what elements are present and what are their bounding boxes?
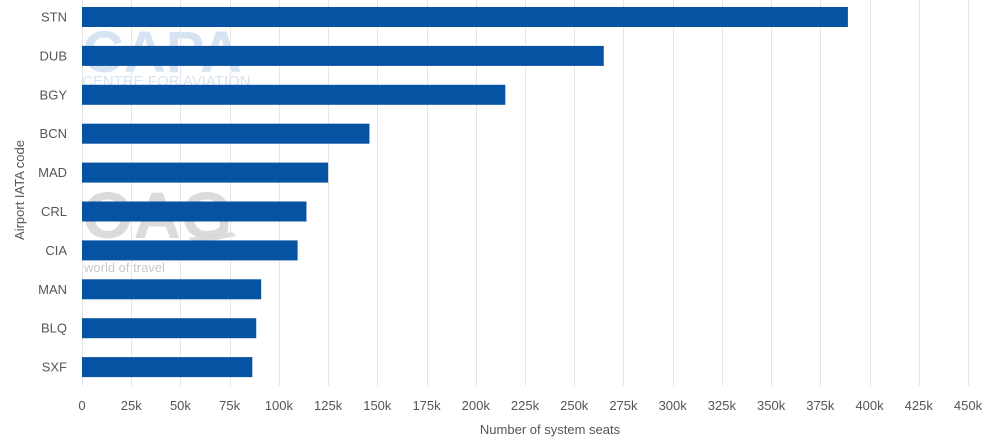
bar-bgy	[82, 84, 506, 105]
x-tick-label: 250k	[560, 398, 589, 413]
category-label-dub: DUB	[40, 48, 67, 63]
category-label-cia: CIA	[45, 243, 67, 258]
x-tick-label: 200k	[462, 398, 491, 413]
x-tick-label: 350k	[757, 398, 786, 413]
category-label-mad: MAD	[38, 165, 67, 180]
x-tick-label: 100k	[265, 398, 294, 413]
bars	[82, 7, 848, 378]
x-tick-label: 325k	[708, 398, 737, 413]
x-axis-title: Number of system seats	[480, 422, 621, 437]
x-tick-label: 125k	[314, 398, 343, 413]
x-tick-label: 225k	[511, 398, 540, 413]
category-label-sxf: SXF	[42, 360, 67, 375]
category-label-bcn: BCN	[40, 126, 67, 141]
x-tick-label: 150k	[363, 398, 392, 413]
category-label-stn: STN	[41, 10, 67, 25]
x-tick-label: 50k	[170, 398, 191, 413]
category-labels: STN DUB BGY BCN MAD CRL CIA MAN BLQ SXF	[38, 10, 67, 375]
bar-sxf	[82, 357, 253, 378]
category-label-bgy: BGY	[40, 87, 68, 102]
x-tick-label: 425k	[905, 398, 934, 413]
x-tick-label: 75k	[219, 398, 240, 413]
oag-watermark-tagline: world of travel	[83, 260, 165, 275]
x-tick-label: 275k	[609, 398, 638, 413]
y-axis-title: Airport IATA code	[12, 140, 27, 240]
bar-cia	[82, 240, 298, 261]
x-tick-label: 300k	[659, 398, 688, 413]
category-label-crl: CRL	[41, 204, 67, 219]
bar-dub	[82, 45, 604, 66]
x-tick-label: 450k	[954, 398, 983, 413]
x-tick-label: 0	[78, 398, 85, 413]
bar-stn	[82, 7, 848, 27]
category-label-blq: BLQ	[41, 321, 67, 336]
bar-mad	[82, 162, 329, 183]
bar-bcn	[82, 123, 370, 144]
x-tick-labels: 0 25k 50k 75k 100k 125k 150k 175k 200k 225k 250k 27…	[78, 398, 982, 413]
category-label-man: MAN	[38, 282, 67, 297]
bar-man	[82, 279, 262, 300]
x-tick-label: 400k	[855, 398, 884, 413]
x-tick-label: 375k	[806, 398, 835, 413]
bar-blq	[82, 318, 257, 339]
x-tick-label: 175k	[412, 398, 441, 413]
bar-crl	[82, 201, 307, 222]
x-tick-label: 25k	[121, 398, 142, 413]
